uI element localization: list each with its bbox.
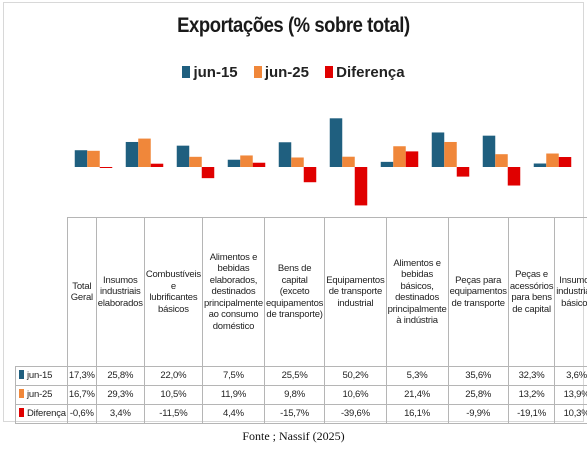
- data-cell: 29,3%: [95, 385, 145, 405]
- data-cell: 32,3%: [507, 366, 556, 386]
- data-cell: 17,3%: [66, 366, 97, 386]
- data-cell: -9,9%: [447, 404, 509, 424]
- category-header: Equipamentos de transporte industrial: [324, 217, 387, 367]
- bar-jun-25-9: [546, 153, 559, 167]
- row-swatch-jun-15: [19, 370, 24, 380]
- chart-legend: jun-15 jun-25 Diferença: [0, 64, 587, 81]
- category-header: Bens de capital (exceto equipamentos de …: [263, 217, 326, 367]
- bar-jun-25-7: [444, 141, 457, 167]
- table-row-diferenca: Diferença -0,6% 3,4% -11,5% 4,4% -15,7% …: [15, 404, 587, 424]
- bar-jun-25-5: [342, 156, 355, 167]
- bar-jun-25-3: [240, 155, 253, 167]
- bar-jun-15-7: [431, 132, 445, 167]
- bar-jun-15-0: [74, 150, 88, 167]
- bar-jun-15-1: [125, 141, 139, 167]
- bar-diferen-a-7: [456, 167, 470, 177]
- table-row-jun-15: jun-15 17,3% 25,8% 22,0% 7,5% 25,5% 50,2…: [15, 366, 587, 386]
- table-row-jun-25: jun-25 16,7% 29,3% 10,5% 11,9% 9,8% 10,6…: [15, 385, 587, 405]
- legend-swatch-jun-25: [253, 66, 262, 78]
- bar-diferen-a-4: [303, 167, 317, 183]
- data-cell: 10,5%: [143, 385, 203, 405]
- bar-jun-25-8: [495, 154, 508, 167]
- bar-jun-15-8: [482, 135, 496, 167]
- data-cell: 16,1%: [385, 404, 449, 424]
- table-corner-cell: [15, 217, 68, 367]
- data-cell: 21,4%: [385, 385, 449, 405]
- source-caption: Fonte ; Nassif (2025): [242, 429, 345, 443]
- bar-jun-15-9: [533, 163, 547, 167]
- data-cell: -11,5%: [143, 404, 203, 424]
- bar-diferen-a-2: [201, 167, 215, 179]
- bar-diferen-a-5: [354, 167, 368, 206]
- category-header: Alimentos e bebidas elaborados, destinad…: [201, 217, 265, 367]
- data-cell: 16,7%: [66, 385, 97, 405]
- series-name: jun-15: [27, 370, 53, 382]
- series-label-jun-25: jun-25: [15, 385, 68, 405]
- bar-diferen-a-6: [405, 151, 419, 167]
- bar-jun-15-5: [329, 118, 343, 167]
- bar-diferen-a-9: [558, 157, 572, 167]
- data-cell: 25,8%: [447, 385, 509, 405]
- data-cell: 3,4%: [95, 404, 145, 424]
- legend-item-jun-15: jun-15: [182, 64, 238, 81]
- data-cell: -19,1%: [507, 404, 556, 424]
- data-cell: 22,0%: [143, 366, 203, 386]
- category-header: Insumos industriais básicos: [554, 217, 587, 367]
- data-cell: 3,6%: [554, 366, 587, 386]
- bar-diferen-a-1: [150, 163, 164, 167]
- legend-label-jun-15: jun-15: [193, 64, 238, 81]
- bar-jun-15-2: [176, 145, 190, 167]
- bar-jun-25-1: [138, 138, 151, 167]
- data-cell: 13,2%: [507, 385, 556, 405]
- bar-jun-25-6: [393, 146, 406, 167]
- bar-jun-15-4: [278, 142, 292, 167]
- legend-swatch-diferenca: [325, 66, 334, 78]
- legend-label-jun-25: jun-25: [264, 64, 309, 81]
- bar-diferen-a-3: [252, 162, 266, 167]
- row-swatch-diferenca: [19, 408, 24, 418]
- bar-diferen-a-0: [99, 167, 113, 168]
- data-cell: 13,9%: [554, 385, 587, 405]
- data-cell: 25,8%: [95, 366, 145, 386]
- legend-item-jun-25: jun-25: [253, 64, 309, 81]
- data-cell: 5,3%: [385, 366, 449, 386]
- series-label-jun-15: jun-15: [15, 366, 68, 386]
- data-cell: 11,9%: [201, 385, 265, 405]
- data-cell: -0,6%: [66, 404, 97, 424]
- category-header: Combustíveis e lubrificantes básicos: [143, 217, 203, 367]
- legend-item-diferenca: Diferença: [325, 64, 405, 81]
- row-swatch-jun-25: [19, 389, 24, 399]
- category-header: Total Geral: [66, 217, 97, 367]
- data-cell: 35,6%: [447, 366, 509, 386]
- category-header: Insumos industriais elaborados: [95, 217, 145, 367]
- data-cell: 10,6%: [324, 385, 387, 405]
- category-header: Peças para equipamentos de transporte: [447, 217, 509, 367]
- bar-jun-25-2: [189, 156, 202, 167]
- chart-title: Exportações (% sobre total): [177, 14, 410, 37]
- bar-jun-25-4: [291, 157, 304, 167]
- bar-jun-15-3: [227, 159, 241, 167]
- category-header: Peças e acessórios para bens de capital: [507, 217, 556, 367]
- category-header: Alimentos e bebidas básicos, destinados …: [385, 217, 449, 367]
- series-label-diferenca: Diferença: [15, 404, 68, 424]
- bar-jun-25-0: [87, 150, 100, 167]
- chart-data-table: Total Geral Insumos industriais elaborad…: [15, 217, 587, 424]
- bar-jun-15-6: [380, 161, 394, 167]
- table-header-row: Total Geral Insumos industriais elaborad…: [15, 217, 587, 367]
- data-cell: 7,5%: [201, 366, 265, 386]
- data-cell: -39,6%: [324, 404, 387, 424]
- data-cell: 9,8%: [263, 385, 326, 405]
- data-cell: 4,4%: [201, 404, 265, 424]
- bar-diferen-a-8: [507, 167, 521, 186]
- data-cell: 50,2%: [324, 366, 387, 386]
- legend-swatch-jun-15: [182, 66, 191, 78]
- legend-label-diferenca: Diferença: [336, 64, 405, 81]
- data-cell: 10,3%: [554, 404, 587, 424]
- series-name: jun-25: [27, 389, 53, 401]
- series-name: Diferença: [27, 408, 66, 420]
- data-cell: -15,7%: [263, 404, 326, 424]
- data-cell: 25,5%: [263, 366, 326, 386]
